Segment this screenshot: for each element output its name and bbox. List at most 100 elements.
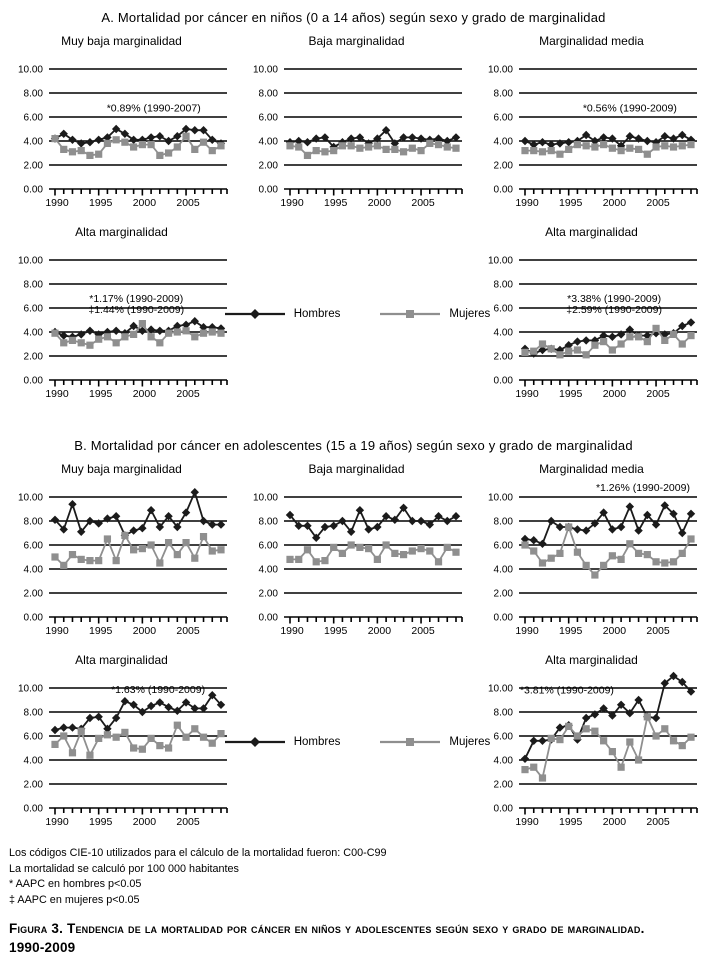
svg-text:10.00: 10.00: [18, 684, 43, 695]
svg-text:2000: 2000: [368, 625, 392, 637]
svg-text:2.00: 2.00: [259, 161, 279, 172]
svg-text:1990: 1990: [45, 197, 69, 209]
svg-text:1995: 1995: [559, 388, 583, 400]
svg-text:‡2.59% (1990-2009): ‡2.59% (1990-2009): [566, 304, 662, 316]
chart-canvas: 10.00 8.00 6.00 4.00 2.00 0.00 1990 1995 2000 200…: [244, 479, 469, 639]
svg-text:*0.56% (1990-2009): *0.56% (1990-2009): [583, 103, 677, 115]
svg-text:2000: 2000: [133, 625, 157, 637]
chart-canvas: 10.00 8.00 6.00 4.00 2.00 0.00 1990 1995 2000 200…: [9, 670, 234, 830]
svg-text:2005: 2005: [646, 388, 670, 400]
chart-canvas: 10.00 8.00 6.00 4.00 2.00 0.00 1990 1995 2000 200…: [479, 242, 704, 402]
legend-label-mujeres: Mujeres: [449, 735, 491, 748]
svg-text:2005: 2005: [646, 625, 670, 637]
mujeres-line-square-icon: [380, 309, 441, 318]
svg-text:0.00: 0.00: [24, 613, 44, 624]
svg-text:2005: 2005: [176, 816, 200, 828]
chart-title: Alta marginalidad: [545, 225, 638, 239]
svg-text:1995: 1995: [89, 816, 113, 828]
svg-text:8.00: 8.00: [24, 517, 44, 528]
chart-a-media: Marginalidad media 10.00 8.00 6.00 4.00 2.00…: [479, 34, 704, 211]
chart-title: Muy baja marginalidad: [61, 34, 182, 48]
svg-text:10.00: 10.00: [18, 65, 43, 76]
svg-text:2005: 2005: [176, 625, 200, 637]
svg-text:2.00: 2.00: [494, 352, 514, 363]
chart-canvas: 10.00 8.00 6.00 4.00 2.00 0.00 1990 1995 2000 200…: [479, 479, 704, 639]
chart-a-alta-2: Alta marginalidad 10.00 8.00 6.00 4.00 2.00 0…: [479, 225, 704, 402]
svg-text:8.00: 8.00: [24, 280, 44, 291]
section-a-title: A. Mortalidad por cáncer en niños (0 a 1…: [101, 10, 606, 25]
svg-text:1990: 1990: [515, 197, 539, 209]
section-b-row-2: Alta marginalidad 10.00 8.00 6.00 4.00 2.00 0…: [0, 653, 707, 830]
svg-text:2005: 2005: [646, 816, 670, 828]
svg-text:6.00: 6.00: [259, 541, 279, 552]
svg-text:2000: 2000: [603, 816, 627, 828]
svg-text:10.00: 10.00: [253, 65, 278, 76]
chart-canvas: 10.00 8.00 6.00 4.00 2.00 0.00 1990 1995 2000 200…: [9, 242, 234, 402]
svg-text:*3.38% (1990-2009): *3.38% (1990-2009): [567, 293, 661, 305]
svg-text:8.00: 8.00: [24, 89, 44, 100]
hombres-line-diamond-icon: [224, 736, 285, 747]
svg-text:2.00: 2.00: [24, 352, 44, 363]
svg-text:1990: 1990: [515, 388, 539, 400]
svg-text:8.00: 8.00: [494, 517, 514, 528]
svg-text:0.00: 0.00: [494, 613, 514, 624]
svg-text:2.00: 2.00: [24, 161, 44, 172]
chart-canvas: 10.00 8.00 6.00 4.00 2.00 0.00 1990 1995 2000 200…: [9, 51, 234, 211]
section-b-row-1: Muy baja marginalidad 10.00 8.00 6.00 4.00 2…: [0, 462, 707, 639]
svg-text:6.00: 6.00: [494, 113, 514, 124]
svg-text:6.00: 6.00: [24, 113, 44, 124]
svg-text:1990: 1990: [280, 625, 304, 637]
svg-text:2005: 2005: [411, 625, 435, 637]
svg-text:1990: 1990: [280, 197, 304, 209]
svg-text:2000: 2000: [368, 197, 392, 209]
svg-text:8.00: 8.00: [24, 708, 44, 719]
svg-text:1990: 1990: [515, 625, 539, 637]
svg-text:2.00: 2.00: [24, 780, 44, 791]
legend-item-hombres: Hombres: [223, 308, 340, 320]
chart-canvas: 10.00 8.00 6.00 4.00 2.00 0.00 1990 1995 2000 200…: [9, 479, 234, 639]
footnote-aapc-hombres: * AAPC en hombres p<0.05: [9, 878, 142, 890]
svg-text:10.00: 10.00: [488, 684, 513, 695]
svg-text:2005: 2005: [176, 388, 200, 400]
svg-text:0.00: 0.00: [259, 613, 279, 624]
svg-text:4.00: 4.00: [259, 565, 279, 576]
legend-item-mujeres: Mujeres: [378, 736, 490, 748]
svg-text:*0.89% (1990-2007): *0.89% (1990-2007): [107, 103, 201, 115]
section-b-title: B. Mortalidad por cáncer en adolescentes…: [74, 438, 633, 453]
chart-b-alta-1: Alta marginalidad 10.00 8.00 6.00 4.00 2.00 0…: [9, 653, 234, 830]
svg-text:4.00: 4.00: [494, 756, 514, 767]
hombres-line-diamond-icon: [224, 308, 285, 319]
svg-text:1990: 1990: [45, 816, 69, 828]
svg-text:*1.26% (1990-2009): *1.26% (1990-2009): [596, 482, 690, 494]
legend-label-hombres: Hombres: [293, 735, 341, 748]
svg-text:2.00: 2.00: [494, 780, 514, 791]
chart-canvas: 10.00 8.00 6.00 4.00 2.00 0.00 1990 1995 2000 200…: [479, 51, 704, 211]
svg-text:4.00: 4.00: [24, 756, 44, 767]
svg-text:4.00: 4.00: [24, 565, 44, 576]
svg-text:6.00: 6.00: [24, 541, 44, 552]
svg-text:2000: 2000: [133, 816, 157, 828]
svg-text:0.00: 0.00: [24, 185, 44, 196]
svg-text:4.00: 4.00: [259, 137, 279, 148]
svg-text:10.00: 10.00: [253, 493, 278, 504]
svg-text:*1.17% (1990-2009): *1.17% (1990-2009): [89, 293, 183, 305]
chart-b-muy-baja: Muy baja marginalidad 10.00 8.00 6.00 4.00 2…: [9, 462, 234, 639]
svg-text:2.00: 2.00: [259, 589, 279, 600]
footnote-aapc-mujeres: ‡ AAPC en mujeres p<0.05: [9, 893, 140, 906]
chart-canvas: 10.00 8.00 6.00 4.00 2.00 0.00 1990 1995 2000 200…: [479, 670, 704, 830]
svg-text:2005: 2005: [176, 197, 200, 209]
section-a-row-2: Alta marginalidad 10.00 8.00 6.00 4.00 2.00 0…: [0, 225, 707, 402]
svg-text:0.00: 0.00: [24, 804, 44, 815]
svg-text:4.00: 4.00: [494, 565, 514, 576]
chart-title: Marginalidad media: [539, 462, 644, 476]
legend-label-mujeres: Mujeres: [449, 307, 491, 320]
svg-text:0.00: 0.00: [494, 804, 514, 815]
chart-title: Alta marginalidad: [545, 653, 638, 667]
svg-text:6.00: 6.00: [259, 113, 279, 124]
svg-text:1995: 1995: [324, 197, 348, 209]
svg-text:2000: 2000: [133, 197, 157, 209]
svg-text:1995: 1995: [89, 388, 113, 400]
svg-text:2005: 2005: [646, 197, 670, 209]
chart-a-alta-1: Alta marginalidad 10.00 8.00 6.00 4.00 2.00 0…: [9, 225, 234, 402]
footnote-cie10: Los códigos CIE-10 utilizados para el cá…: [9, 847, 387, 859]
